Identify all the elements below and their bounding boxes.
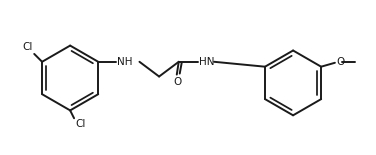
Text: Cl: Cl bbox=[23, 42, 33, 52]
Text: O: O bbox=[174, 78, 182, 88]
Text: O: O bbox=[336, 57, 344, 67]
Text: Cl: Cl bbox=[75, 119, 85, 129]
Text: HN: HN bbox=[199, 57, 215, 67]
Text: NH: NH bbox=[117, 57, 132, 67]
